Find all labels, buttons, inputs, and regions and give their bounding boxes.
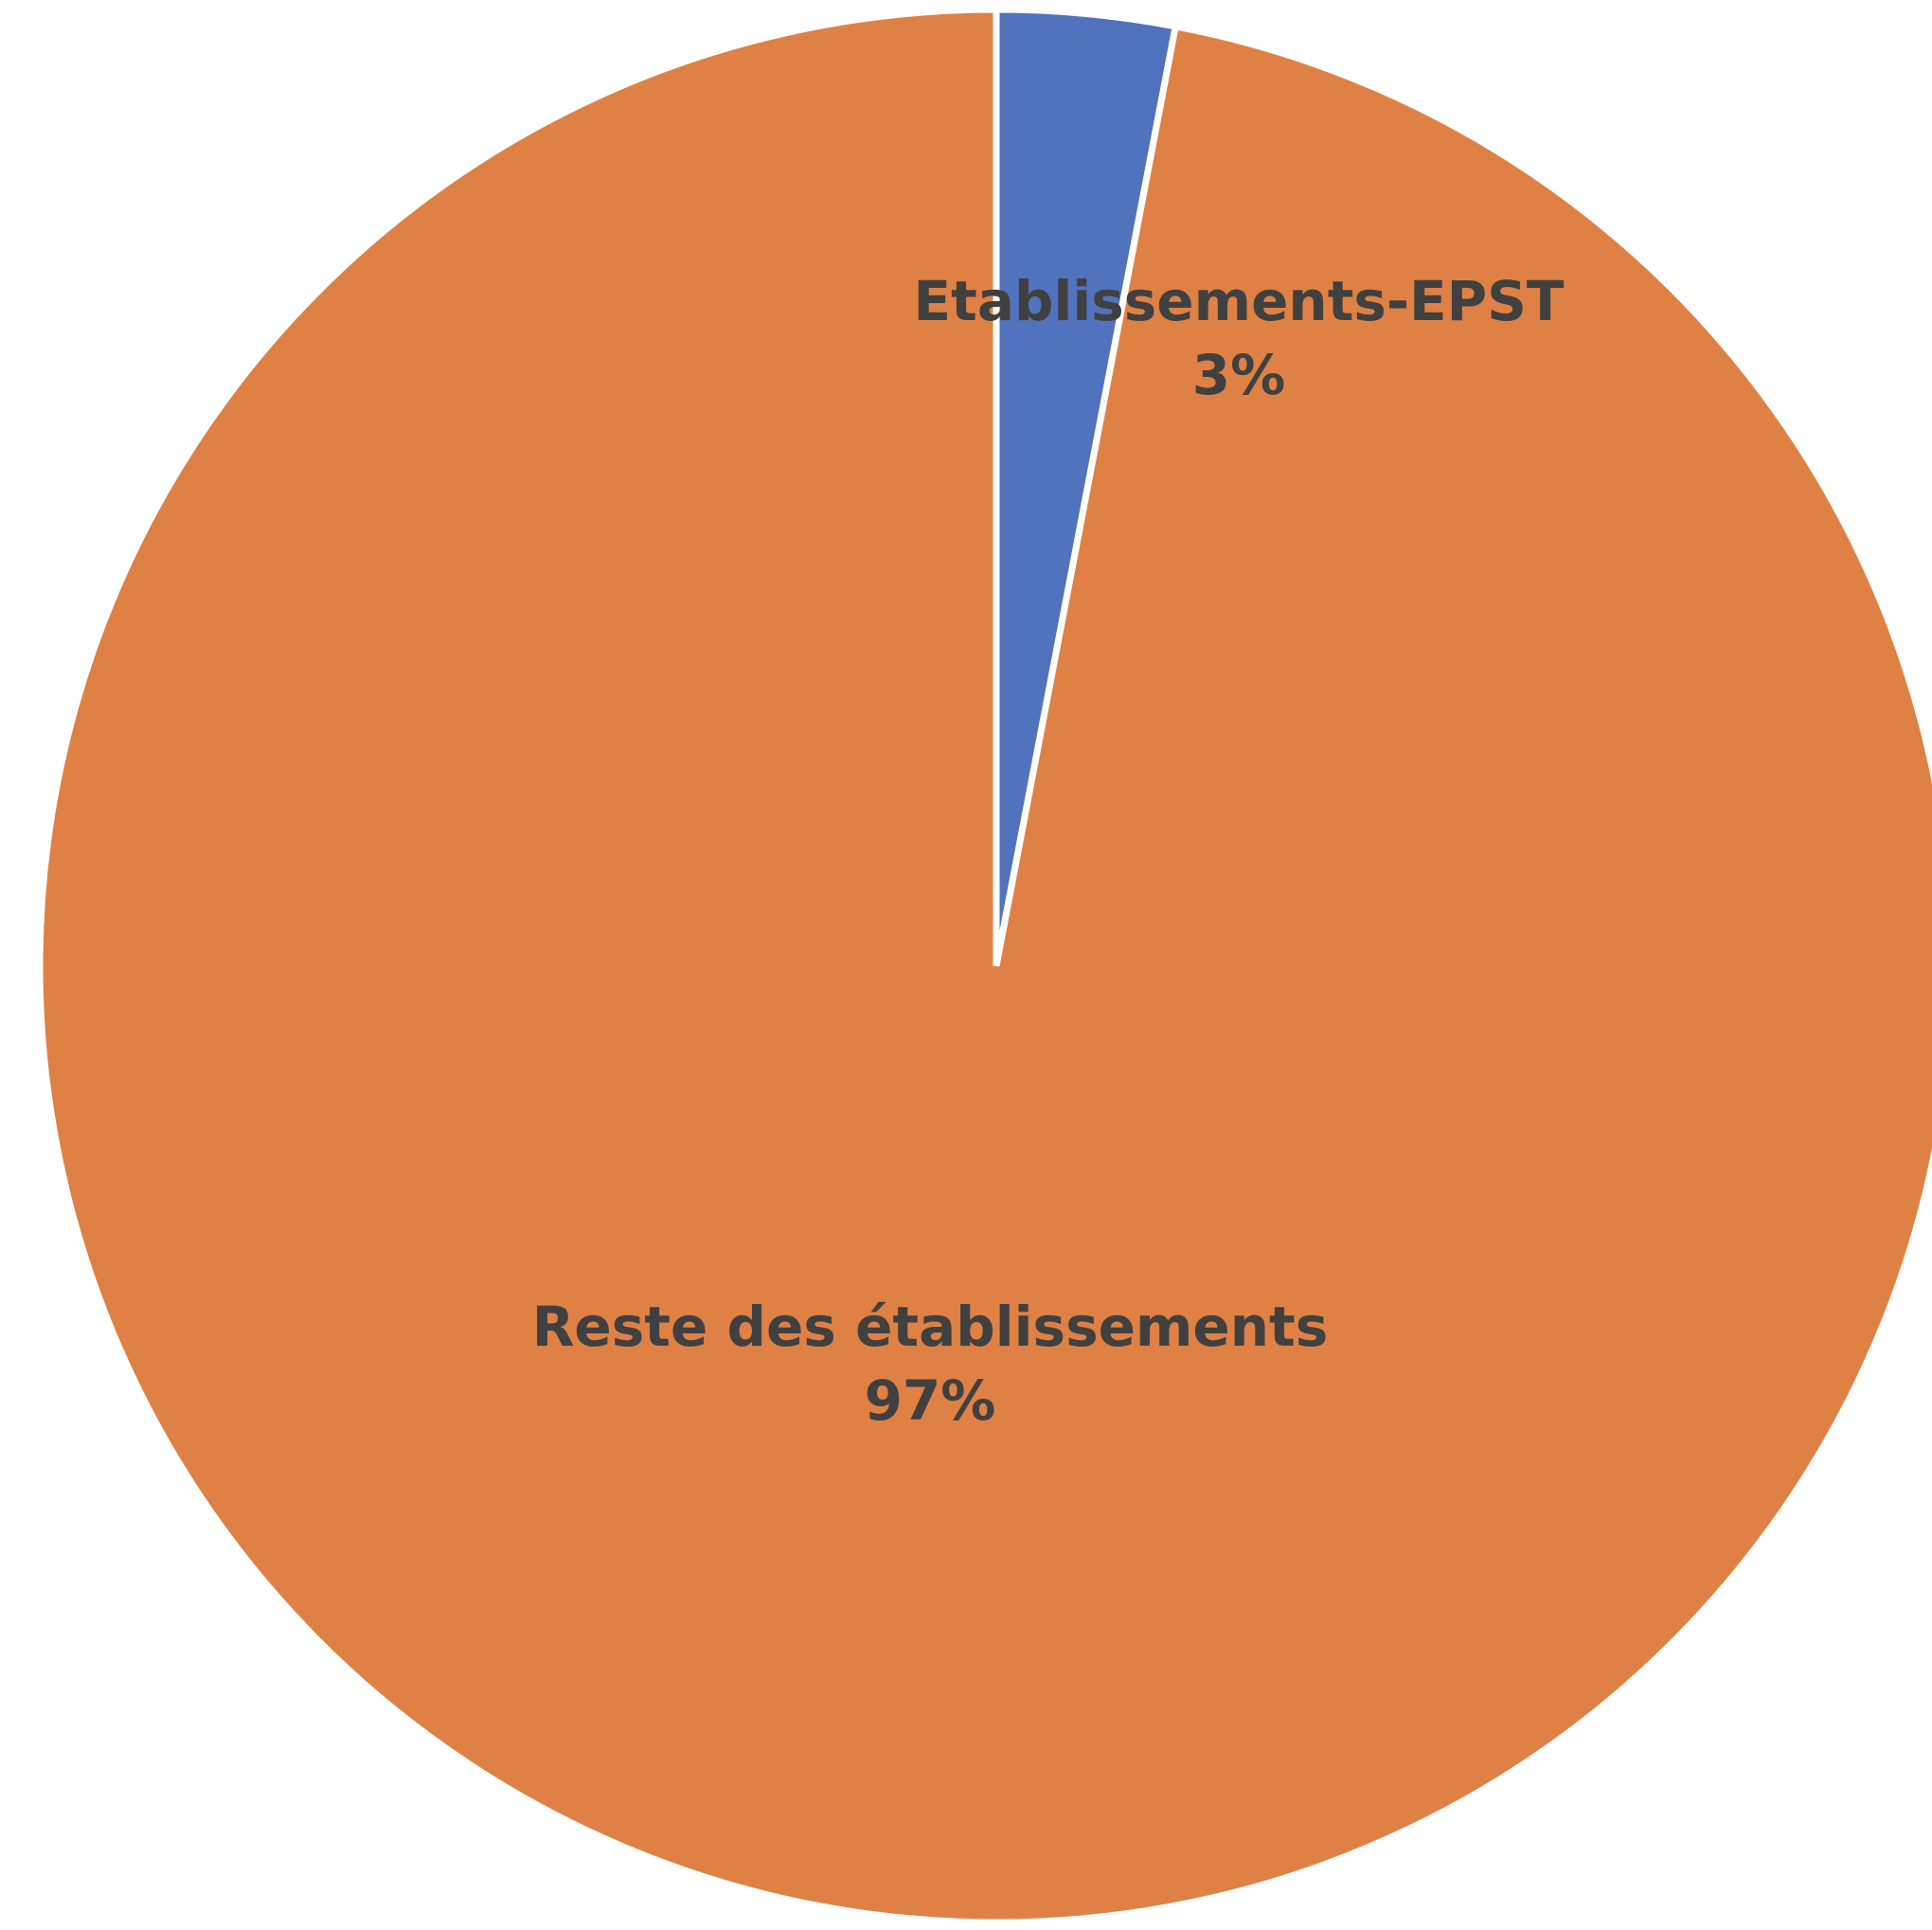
labels-layer: Etablissements-EPST 3% Reste des établisse…	[532, 269, 1565, 1433]
data-label-percent: 3%	[1192, 343, 1285, 407]
slices-layer	[36, 6, 1932, 1926]
data-label-category: Etablissements-EPST	[914, 269, 1565, 333]
data-label-percent: 97%	[865, 1368, 996, 1433]
label-etablissements-epst: Etablissements-EPST 3%	[914, 269, 1565, 407]
slice-reste-des-etablissements	[36, 6, 1932, 1926]
label-reste-des-etablissements: Reste des établissements 97%	[532, 1295, 1329, 1433]
data-label-category: Reste des établissements	[532, 1295, 1329, 1359]
